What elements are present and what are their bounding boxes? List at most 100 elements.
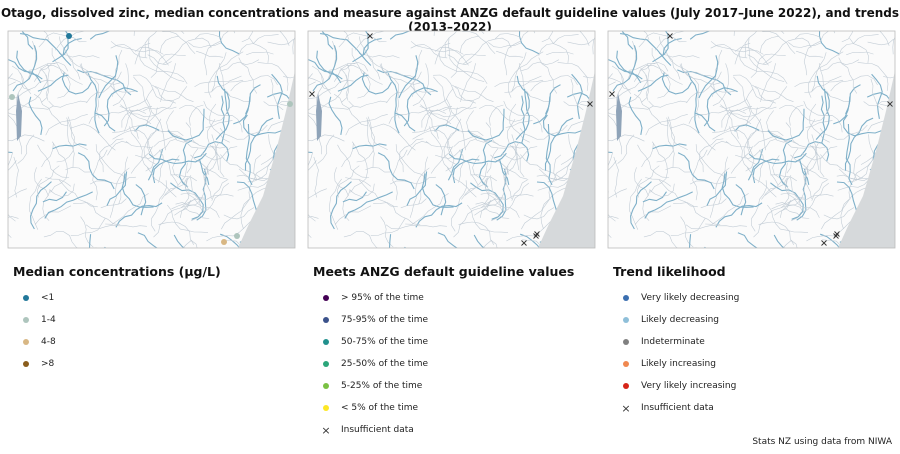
river — [892, 36, 895, 55]
river — [484, 175, 520, 218]
river — [703, 87, 738, 127]
river — [689, 31, 711, 40]
river — [733, 74, 776, 104]
river — [706, 171, 728, 206]
river — [744, 31, 758, 58]
river — [148, 152, 207, 165]
river — [643, 31, 650, 40]
river — [883, 76, 895, 79]
river — [652, 143, 687, 150]
river — [308, 104, 354, 111]
color-dot — [23, 317, 29, 323]
legend-item: Likely increasing — [613, 353, 900, 375]
river — [142, 106, 177, 112]
river — [608, 151, 614, 167]
river — [770, 182, 804, 220]
river — [39, 62, 69, 72]
river — [135, 184, 147, 216]
legend-label: Very likely decreasing — [641, 293, 740, 303]
legend-label: 25-50% of the time — [341, 359, 429, 369]
river — [185, 122, 227, 149]
river — [342, 191, 367, 203]
river — [370, 123, 416, 151]
river — [762, 31, 796, 55]
river — [519, 124, 568, 140]
river — [146, 167, 177, 198]
river — [182, 239, 192, 248]
river — [715, 202, 763, 228]
source-note: Stats NZ using data from NIWA — [752, 437, 892, 447]
river — [89, 31, 111, 40]
river — [367, 55, 416, 79]
river — [207, 119, 220, 171]
river — [52, 143, 87, 150]
site-marker — [887, 101, 893, 107]
river — [42, 191, 67, 203]
river — [628, 96, 643, 135]
river — [352, 143, 387, 150]
river — [501, 167, 528, 180]
legend-item: <1 — [13, 287, 303, 309]
river — [328, 96, 343, 135]
river — [658, 36, 681, 80]
river — [608, 59, 642, 84]
river — [406, 171, 428, 206]
river — [380, 216, 394, 248]
legend-label: 4-8 — [41, 337, 56, 347]
river — [662, 37, 682, 56]
river — [482, 239, 492, 248]
river — [194, 141, 230, 162]
river — [429, 126, 450, 170]
river — [43, 31, 50, 40]
river — [112, 63, 129, 106]
river — [308, 230, 309, 236]
map-frame — [7, 30, 296, 249]
river — [129, 126, 150, 170]
river — [571, 73, 583, 119]
river — [467, 159, 479, 186]
river — [728, 108, 752, 125]
river — [412, 63, 429, 106]
river — [110, 44, 148, 59]
color-dot — [323, 317, 329, 323]
river — [377, 152, 415, 190]
river — [516, 75, 530, 115]
river — [735, 138, 777, 159]
river — [521, 199, 550, 230]
river — [158, 149, 164, 183]
river — [80, 63, 121, 85]
river — [801, 167, 828, 180]
river — [751, 180, 767, 232]
legend-title: Trend likelihood — [613, 264, 726, 279]
river — [530, 75, 578, 92]
river — [608, 104, 654, 111]
river — [520, 233, 541, 248]
river — [211, 52, 227, 92]
river — [379, 64, 400, 119]
river — [771, 177, 790, 210]
river — [386, 71, 422, 104]
river — [458, 221, 495, 246]
legend-symbol — [619, 295, 633, 301]
river — [162, 31, 196, 55]
river — [746, 98, 766, 151]
river — [842, 114, 886, 137]
river — [503, 31, 530, 76]
river — [734, 124, 760, 132]
river — [43, 231, 97, 248]
river — [549, 37, 569, 64]
river — [747, 148, 764, 181]
river — [698, 55, 719, 99]
river — [241, 31, 254, 43]
river — [844, 117, 874, 171]
site-marker — [367, 33, 373, 39]
river — [508, 51, 544, 98]
river — [8, 151, 14, 167]
river — [707, 140, 729, 156]
river — [512, 145, 525, 178]
river — [370, 218, 406, 236]
river — [22, 31, 34, 50]
river — [460, 63, 476, 103]
river — [480, 192, 501, 207]
river — [698, 138, 724, 173]
